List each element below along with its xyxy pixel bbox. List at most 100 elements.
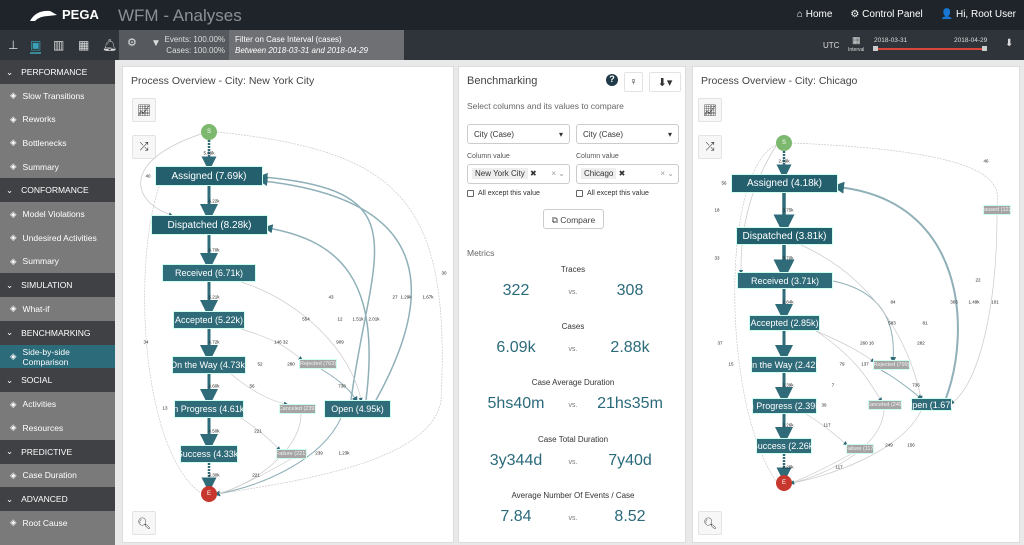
edge-label: 909	[336, 339, 344, 345]
sidebar-item[interactable]: ◈ Undesired Activities	[0, 226, 115, 250]
activity-node-failure[interactable]: Failure (117)	[844, 444, 876, 454]
activity-node-rejected[interactable]: Rejected (763)	[299, 359, 337, 369]
start-node[interactable]: S	[776, 135, 792, 151]
edge-label: 39	[821, 402, 827, 408]
remove-tag-icon[interactable]: ✖	[618, 169, 626, 178]
filter-icon[interactable]: ▼	[151, 38, 161, 49]
user-menu[interactable]: 👤 Hi, Root User	[940, 9, 1016, 20]
column-select-right[interactable]: City (Case) ▾	[576, 124, 679, 144]
chart-toggle-button[interactable]: 📈︎	[698, 98, 722, 122]
download-button[interactable]: ⬇▾	[649, 72, 681, 92]
hint-button[interactable]: ♀	[624, 72, 643, 92]
control-panel-link[interactable]: ⚙ Control Panel	[850, 9, 923, 20]
bar-chart-icon[interactable]: ▥	[53, 38, 65, 52]
sidebar-item[interactable]: ◈ Summary	[0, 250, 115, 274]
home-link[interactable]: ⌂ Home	[796, 9, 833, 20]
filter-description[interactable]: Filter on Case Interval (cases) Between …	[229, 30, 404, 60]
sidebar-section-predictive[interactable]: ⌄ PREDICTIVE	[0, 439, 115, 464]
clear-chevron-icon[interactable]: × ⌄	[551, 169, 565, 178]
end-node[interactable]: E	[776, 475, 792, 491]
column-select-left[interactable]: City (Case) ▾	[467, 124, 570, 144]
activity-node-open[interactable]: Open (1.67k)	[905, 398, 958, 411]
chart-toggle-button[interactable]: 📈︎	[132, 98, 156, 122]
caret-down-icon: ▾	[558, 130, 563, 139]
activity-node-paused[interactable]: Paused (122)	[980, 205, 1014, 215]
edge-label: 6.22k	[208, 198, 220, 204]
interval-slider[interactable]	[873, 46, 987, 51]
sidebar-section-conformance[interactable]: ⌄ CONFORMANCE	[0, 178, 115, 203]
edge-label: 84	[890, 299, 896, 305]
activity-node-accepted[interactable]: Accepted (2.85k)	[749, 315, 820, 331]
sidebar-item[interactable]: ◈ Side-by-side Comparison	[0, 344, 115, 369]
activity-node-success[interactable]: Success (4.33k)	[177, 445, 241, 463]
activity-node-canceled[interactable]: Canceled (249)	[866, 400, 904, 410]
metric-value-left: 5hs40m	[487, 395, 545, 412]
zoom-button[interactable]: 🔍︎	[132, 511, 156, 535]
value-select-right[interactable]: Chicago ✖ × ⌄	[576, 164, 679, 184]
activity-node-accepted[interactable]: Accepted (5.22k)	[173, 311, 245, 329]
activity-node-rejected[interactable]: Rejected (799)	[873, 360, 910, 370]
sidebar-section-simulation[interactable]: ⌄ SIMULATION	[0, 273, 115, 298]
sidebar-section-advanced[interactable]: ⌄ ADVANCED	[0, 487, 115, 512]
activity-node-received[interactable]: Received (3.71k)	[737, 272, 833, 289]
activity-node-inprogress[interactable]: In Progress (4.61k)	[171, 400, 247, 418]
activity-node-ontheway[interactable]: On the Way (2.42k)	[745, 356, 823, 373]
download-arrow-icon[interactable]: ⬇	[1005, 38, 1014, 49]
except-checkbox-right[interactable]: All except this value	[576, 190, 649, 197]
edge-label: 303	[950, 299, 958, 305]
metric-name: Average Number Of Events / Case	[511, 491, 635, 500]
activity-node-assigned[interactable]: Assigned (4.18k)	[731, 174, 838, 193]
filter-title: Filter on Case Interval (cases)	[235, 35, 342, 44]
end-node[interactable]: E	[201, 486, 217, 502]
sidebar-item[interactable]: ◈ What-if	[0, 297, 115, 321]
activity-node-assigned[interactable]: Assigned (7.69k)	[155, 166, 263, 186]
vs-label: vs.	[568, 289, 578, 296]
sidebar-section-performance[interactable]: ⌄ PERFORMANCE	[0, 60, 115, 84]
sidebar-item[interactable]: ◈ Bottlenecks	[0, 131, 115, 155]
activity-node-canceled[interactable]: Canceled (239)	[278, 404, 317, 414]
clear-chevron-icon[interactable]: × ⌄	[660, 169, 674, 178]
sidebar-item[interactable]: ◈ Reworks	[0, 108, 115, 132]
sidebar-item[interactable]: ◈ Model Violations	[0, 202, 115, 226]
activity-node-dispatched[interactable]: Dispatched (8.28k)	[151, 215, 268, 235]
sidebar-section-social[interactable]: ⌄ SOCIAL	[0, 368, 115, 393]
question-icon[interactable]: ?	[606, 74, 618, 86]
activity-node-success[interactable]: Success (2.26k)	[752, 438, 816, 454]
activity-node-received[interactable]: Received (6.71k)	[162, 264, 256, 282]
compare-button[interactable]: ⧉ Compare	[543, 209, 604, 229]
activity-node-dispatched[interactable]: Dispatched (3.81k)	[736, 227, 833, 245]
activity-node-failure[interactable]: Failure (221)	[275, 449, 308, 459]
remove-tag-icon[interactable]: ✖	[530, 169, 537, 178]
edge	[240, 417, 281, 451]
pega-logo[interactable]: PEGA	[28, 7, 99, 22]
edge-label: 27	[392, 294, 398, 300]
shuffle-button[interactable]: ⤮	[132, 135, 156, 159]
sidebar-item-label: Undesired Activities	[22, 232, 97, 243]
activity-node-open[interactable]: Open (4.95k)	[324, 400, 391, 418]
value-select-left[interactable]: New York City ✖ × ⌄	[467, 164, 570, 184]
sidebar-section-benchmarking[interactable]: ⌄ BENCHMARKING	[0, 320, 115, 345]
shuffle-button[interactable]: ⤮	[698, 135, 722, 159]
table-icon[interactable]: ▦	[78, 38, 90, 52]
sidebar-item[interactable]: ◈ Resources	[0, 416, 115, 440]
sidebar-item[interactable]: ◈ Slow Transitions	[0, 84, 115, 108]
sidebar-item[interactable]: ◈ Summary	[0, 155, 115, 179]
sidebar-item[interactable]: ◈ Case Duration	[0, 464, 115, 488]
calendar-icon[interactable]: ▦	[852, 35, 861, 45]
except-checkbox-left[interactable]: All except this value	[467, 190, 540, 197]
slider-handle-end[interactable]	[982, 46, 987, 51]
bell-icon[interactable]: 🔔︎	[102, 38, 118, 52]
edge-label: 5.69k	[203, 150, 215, 156]
process-map-icon[interactable]: ⊥	[8, 38, 19, 52]
start-node[interactable]: S	[201, 124, 217, 140]
zoom-button[interactable]: 🔍︎	[698, 511, 722, 535]
edge-label: 3.70k	[782, 255, 794, 261]
activity-node-inprogress[interactable]: In Progress (2.39k)	[746, 398, 823, 414]
analysis-icon[interactable]: ▣	[30, 38, 42, 54]
section-label: SOCIAL	[21, 375, 53, 386]
sidebar-item[interactable]: ◈ Activities	[0, 392, 115, 416]
sidebar-item[interactable]: ◈ Root Cause	[0, 511, 115, 535]
settings-icon[interactable]: ⚙	[127, 37, 137, 49]
slider-handle-start[interactable]	[873, 46, 878, 51]
activity-node-ontheway[interactable]: On the Way (4.73k)	[170, 356, 248, 374]
